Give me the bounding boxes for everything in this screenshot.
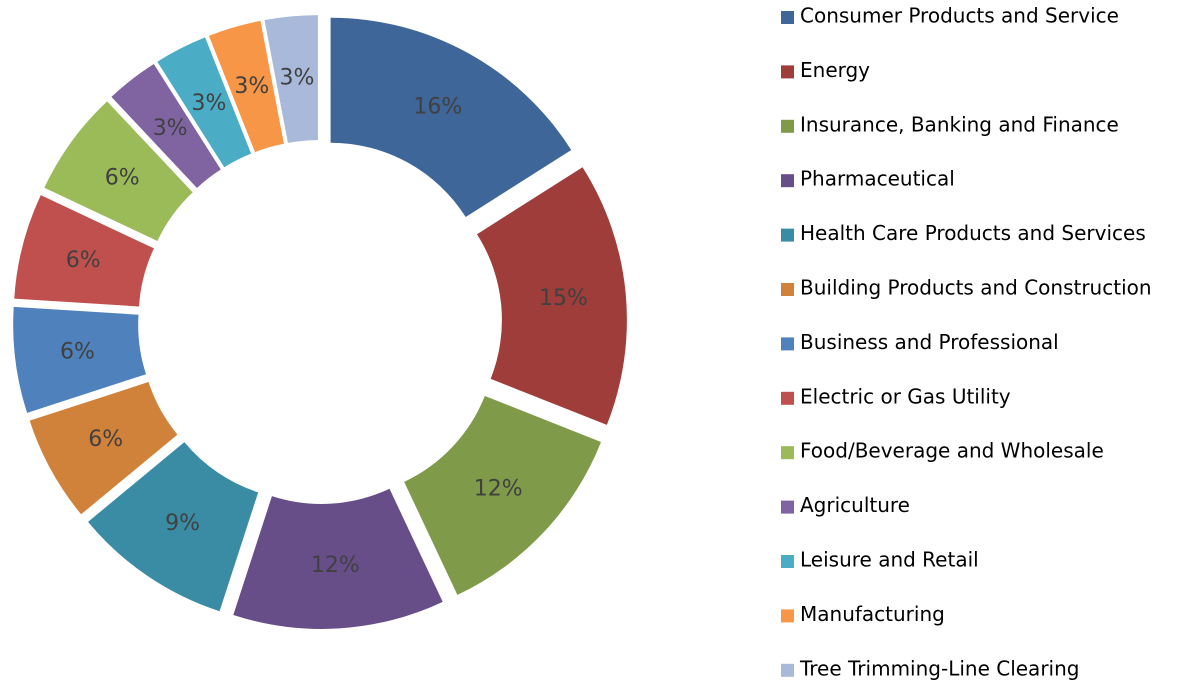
legend-label: Business and Professional (800, 330, 1059, 354)
legend-label: Building Products and Construction (800, 276, 1152, 300)
slice-label: 16% (413, 95, 462, 120)
slice-label: 6% (88, 427, 123, 452)
legend-swatch (781, 663, 794, 677)
donut-slice (476, 167, 627, 425)
legend-label: Leisure and Retail (800, 548, 979, 572)
legend-swatch (781, 337, 794, 351)
legend-swatch (781, 283, 794, 296)
legend-label: Electric or Gas Utility (800, 384, 1011, 408)
slice-label: 6% (66, 248, 101, 273)
legend-swatch (781, 391, 794, 405)
slice-label: 3% (234, 74, 269, 99)
legend-label: Pharmaceutical (800, 167, 955, 191)
donut-slice (264, 15, 318, 143)
donut-slice (29, 382, 178, 515)
donut-slice (14, 195, 154, 307)
donut-slice (88, 442, 259, 612)
donut-slice (111, 63, 221, 188)
slice-label: 6% (60, 340, 95, 365)
legend-label: Insurance, Banking and Finance (800, 112, 1119, 136)
legend-swatch (781, 119, 794, 133)
slice-label: 3% (153, 116, 188, 141)
legend-swatch (781, 500, 794, 514)
legend-label: Health Care Products and Services (800, 221, 1146, 245)
legend-label: Agriculture (800, 493, 910, 517)
donut-slice (233, 488, 443, 629)
legend-swatch (781, 11, 794, 24)
slice-label: 15% (539, 286, 588, 311)
donut-slice (13, 306, 147, 413)
donut-slice (44, 101, 193, 241)
slice-label: 12% (311, 553, 360, 578)
legend-swatch (781, 609, 794, 623)
donut-slice (330, 17, 572, 217)
legend-swatch (781, 65, 794, 79)
donut-slice (157, 37, 252, 168)
donut-slice (208, 20, 284, 153)
legend-label: Energy (800, 58, 870, 82)
slice-label: 3% (280, 66, 315, 91)
legend-label: Consumer Products and Service (800, 4, 1119, 28)
slice-label: 3% (192, 91, 227, 116)
slice-label: 6% (105, 165, 140, 190)
legend-label: Food/Beverage and Wholesale (800, 439, 1104, 463)
slice-label: 9% (165, 511, 200, 536)
legend-swatch (781, 228, 794, 242)
legend-label: Tree Trimming-Line Clearing (799, 656, 1079, 680)
donut-slice (404, 395, 602, 595)
legend-label: Manufacturing (800, 602, 945, 626)
legend-swatch (781, 446, 794, 460)
legend-swatch (781, 555, 794, 568)
legend-swatch (781, 174, 794, 188)
slice-label: 12% (474, 476, 523, 501)
